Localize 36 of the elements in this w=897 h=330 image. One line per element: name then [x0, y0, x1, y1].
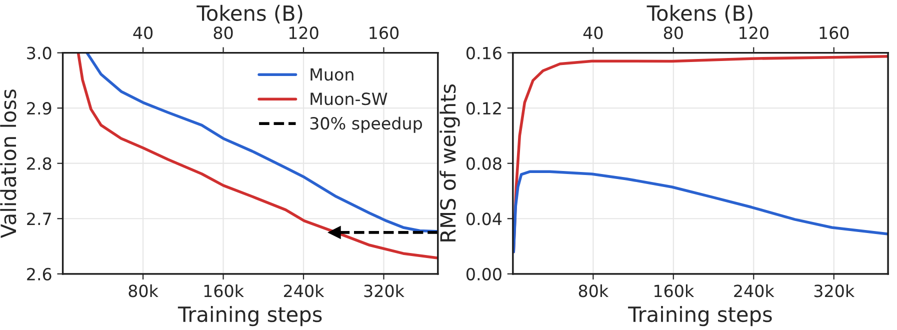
x-tick-label: 240k: [734, 284, 774, 298]
x-tick-label: 160k: [654, 284, 694, 298]
line-series: [512, 170, 888, 254]
y-tick-label: 2.6: [27, 268, 52, 280]
y-tick-label: 2.8: [27, 157, 52, 170]
y-axis-title: Validation loss: [0, 89, 16, 238]
x2-tick-label: 80: [664, 26, 683, 40]
y-tick-label: 0.04: [466, 212, 502, 226]
legend-label: Muon: [310, 68, 354, 81]
x2-axis-title: Tokens (B): [196, 4, 302, 24]
x-tick-label: 80k: [128, 284, 158, 298]
legend-label: 30% speedup: [310, 116, 422, 133]
x-tick-label: 160k: [204, 284, 244, 298]
x-tick-label: 320k: [814, 284, 855, 298]
y-tick-label: 2.7: [27, 212, 51, 225]
x2-tick-label: 160: [820, 26, 849, 40]
x2-tick-label: 120: [289, 26, 318, 40]
x-tick-label: 80k: [578, 284, 609, 298]
legend-label: Muon-SW: [310, 92, 388, 106]
x2-tick-label: 40: [133, 26, 153, 40]
x-tick-label: 320k: [364, 284, 404, 298]
x2-tick-label: 120: [740, 26, 768, 40]
y-tick-label: 0.00: [466, 268, 502, 280]
y-tick-label: 3.0: [27, 46, 52, 60]
y-tick-label: 0.12: [466, 102, 501, 115]
x2-tick-label: 40: [583, 26, 603, 40]
x-axis-title: Training steps: [178, 306, 322, 326]
y-tick-label: 0.16: [466, 46, 502, 60]
x2-axis-title: Tokens (B): [646, 4, 752, 24]
y-tick-label: 0.08: [466, 157, 502, 170]
x2-tick-label: 80: [214, 26, 233, 40]
x-axis-title: Training steps: [628, 306, 772, 326]
y-tick-label: 2.9: [27, 102, 52, 115]
x-tick-label: 240k: [284, 284, 324, 298]
y-axis-title: RMS of weights: [440, 84, 460, 242]
x2-tick-label: 160: [370, 26, 399, 40]
